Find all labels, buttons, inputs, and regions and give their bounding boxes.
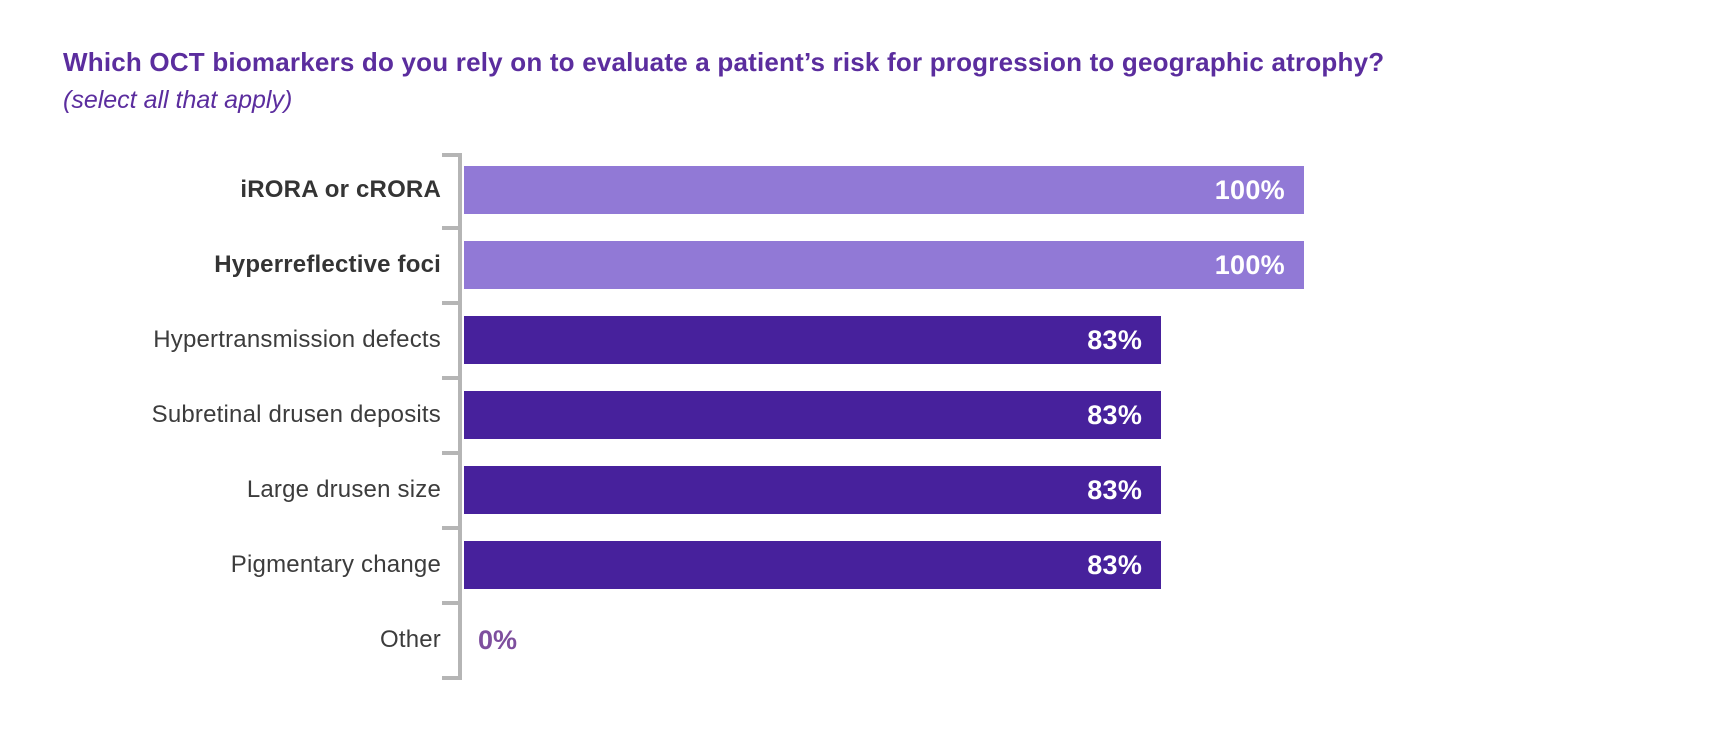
axis-tick <box>442 600 459 605</box>
bar-row: Other 0% <box>63 603 1304 678</box>
category-label: Subretinal drusen deposits <box>151 401 441 428</box>
bar-value-label: 100% <box>1214 174 1285 205</box>
axis-tick <box>442 300 459 305</box>
bar-area: 83% <box>458 453 1304 528</box>
bar: 100% <box>464 241 1304 289</box>
category-label: Other <box>379 626 441 653</box>
category-axis-line <box>458 152 462 680</box>
bar-row: Hypertransmission defects 83% <box>63 303 1304 378</box>
bar-chart: iRORA or cRORA 100% Hyperreflective foci 10… <box>63 152 1304 680</box>
bar: 100% <box>464 166 1304 214</box>
bar: 83% <box>464 391 1162 439</box>
axis-tick <box>442 375 459 380</box>
bar-row: Hyperreflective foci 100% <box>63 228 1304 303</box>
axis-tick <box>442 225 459 230</box>
bar: 83% <box>464 316 1162 364</box>
bar: 83% <box>464 466 1162 514</box>
chart-rows: iRORA or cRORA 100% Hyperreflective foci 10… <box>63 153 1304 678</box>
category-label: iRORA or cRORA <box>240 176 441 203</box>
axis-tick <box>442 152 459 157</box>
bar-value-label: 83% <box>1087 399 1143 430</box>
bar: 83% <box>464 541 1162 589</box>
bar-area: 0% <box>458 603 1304 678</box>
bar-area: 83% <box>458 303 1304 378</box>
axis-tick <box>442 450 459 455</box>
bar-area: 83% <box>458 378 1304 453</box>
bar-area: 100% <box>458 228 1304 303</box>
category-label: Large drusen size <box>246 476 441 503</box>
bar-row: iRORA or cRORA 100% <box>63 153 1304 228</box>
bar-value-label: 83% <box>1087 324 1143 355</box>
axis-tick <box>442 525 459 530</box>
axis-tick <box>442 675 459 680</box>
bar-area: 100% <box>458 153 1304 228</box>
category-label: Pigmentary change <box>230 551 441 578</box>
category-label: Hypertransmission defects <box>153 326 441 353</box>
bar-value-label: 83% <box>1087 474 1143 505</box>
category-label: Hyperreflective foci <box>214 251 441 278</box>
chart-subtitle: (select all that apply) <box>63 85 293 114</box>
bar-row: Pigmentary change 83% <box>63 528 1304 603</box>
bar-area: 83% <box>458 528 1304 603</box>
chart-header: Which OCT biomarkers do you rely on to e… <box>63 46 1680 115</box>
bar-row: Large drusen size 83% <box>63 453 1304 528</box>
bar-row: Subretinal drusen deposits 83% <box>63 378 1304 453</box>
bar-value-label: 83% <box>1087 549 1143 580</box>
bar-value-label: 100% <box>1214 249 1285 280</box>
bar-value-label-zero: 0% <box>478 624 518 655</box>
chart-title: Which OCT biomarkers do you rely on to e… <box>63 47 1385 77</box>
